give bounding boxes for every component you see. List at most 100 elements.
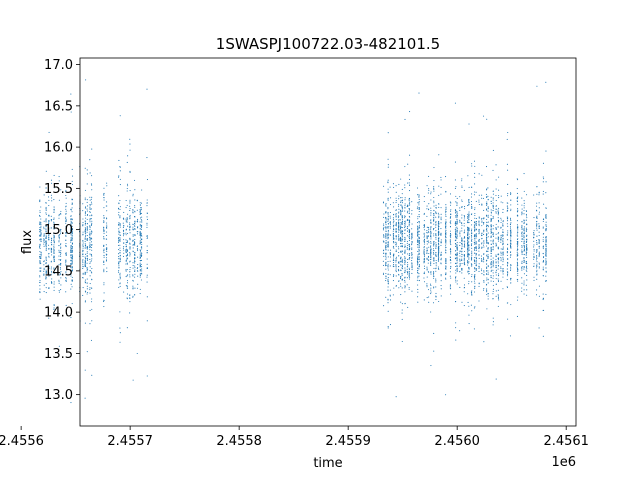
data-point xyxy=(440,251,442,253)
data-point xyxy=(407,219,409,222)
data-point xyxy=(521,282,523,284)
data-point xyxy=(449,230,452,232)
data-point xyxy=(478,199,480,201)
data-point xyxy=(139,250,142,252)
data-point xyxy=(492,204,494,206)
data-point xyxy=(91,249,93,251)
data-point xyxy=(521,252,523,254)
data-point xyxy=(423,261,425,263)
data-point xyxy=(468,258,470,260)
data-point xyxy=(146,263,148,265)
data-point xyxy=(481,204,483,206)
data-point xyxy=(398,212,400,214)
data-point xyxy=(435,242,437,244)
data-point xyxy=(545,215,547,217)
data-point xyxy=(521,249,523,251)
data-point xyxy=(510,222,512,224)
data-point xyxy=(430,207,432,209)
data-point xyxy=(383,213,385,215)
data-point xyxy=(435,261,437,264)
data-point xyxy=(141,255,143,257)
data-point xyxy=(481,243,483,245)
data-point xyxy=(455,265,457,268)
data-point xyxy=(492,239,494,241)
data-point xyxy=(428,296,430,298)
data-point xyxy=(538,207,540,209)
data-point xyxy=(125,260,127,262)
data-point xyxy=(502,258,504,260)
data-point xyxy=(486,218,488,220)
data-point xyxy=(65,228,67,230)
data-point xyxy=(456,280,458,282)
data-point xyxy=(406,212,408,214)
data-point xyxy=(129,227,131,229)
data-point xyxy=(423,224,425,227)
data-point xyxy=(40,229,42,231)
data-point xyxy=(89,219,91,221)
data-point xyxy=(525,284,527,286)
data-point xyxy=(461,251,463,253)
data-point xyxy=(521,246,523,248)
data-point xyxy=(400,225,402,227)
data-point xyxy=(395,191,397,193)
data-point xyxy=(146,245,148,247)
data-point xyxy=(461,262,463,265)
data-point xyxy=(483,280,485,282)
data-point xyxy=(89,275,91,277)
data-point xyxy=(538,211,541,213)
data-point xyxy=(445,278,447,280)
data-point xyxy=(398,225,400,227)
data-point xyxy=(507,230,509,232)
data-point xyxy=(471,163,473,165)
data-point xyxy=(483,217,485,219)
data-point xyxy=(470,234,473,236)
data-point xyxy=(480,255,483,257)
data-point xyxy=(400,232,402,234)
data-point xyxy=(382,228,385,230)
data-point xyxy=(105,234,108,237)
data-point xyxy=(395,271,397,273)
data-point xyxy=(84,167,86,169)
data-point xyxy=(490,250,492,252)
data-point xyxy=(417,194,419,196)
data-point xyxy=(478,270,480,273)
data-point xyxy=(58,279,60,281)
data-point xyxy=(126,269,128,271)
data-point xyxy=(474,165,476,167)
data-point xyxy=(146,226,148,228)
data-point xyxy=(430,210,432,212)
data-point xyxy=(134,223,136,225)
data-point xyxy=(393,220,395,222)
x-axis-title: time xyxy=(313,456,342,471)
data-point xyxy=(516,299,519,301)
data-point xyxy=(461,222,463,224)
data-point xyxy=(118,195,120,197)
data-point xyxy=(65,212,67,215)
data-point xyxy=(536,274,538,276)
data-point xyxy=(82,259,84,261)
data-point xyxy=(401,200,403,202)
data-point xyxy=(440,244,442,246)
data-point xyxy=(125,246,127,248)
data-point xyxy=(486,283,488,286)
data-point xyxy=(140,263,142,265)
data-point xyxy=(392,236,394,238)
data-point xyxy=(490,246,492,248)
data-point xyxy=(423,277,425,279)
data-point xyxy=(91,148,93,150)
data-point xyxy=(538,192,540,194)
data-point xyxy=(521,232,523,234)
data-point xyxy=(516,258,519,260)
data-point xyxy=(502,211,504,214)
data-point xyxy=(538,266,540,268)
data-point xyxy=(536,269,538,271)
data-point xyxy=(134,189,136,191)
x-tick-label: 2.4559 xyxy=(325,434,371,449)
data-point xyxy=(385,247,387,249)
data-point xyxy=(516,220,519,222)
data-point xyxy=(417,246,419,248)
data-point xyxy=(387,327,389,329)
data-point xyxy=(533,194,535,196)
data-point xyxy=(119,244,121,246)
data-point xyxy=(450,209,452,211)
